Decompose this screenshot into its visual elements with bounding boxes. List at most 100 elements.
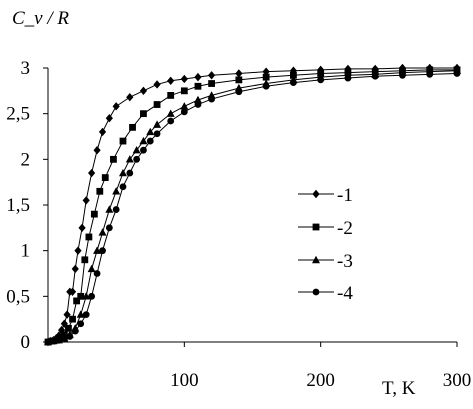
series-4-point — [105, 224, 113, 232]
series-4-point — [50, 337, 57, 345]
series-3-point — [93, 246, 102, 254]
series-2-point — [290, 71, 297, 79]
series-2-point — [69, 315, 76, 323]
series-4-point — [180, 108, 188, 116]
x-ticks: 100 200 300 — [170, 342, 471, 391]
series-1-point — [105, 114, 113, 123]
series-4-point — [262, 82, 270, 90]
series-3-point — [153, 120, 162, 128]
series-2-point — [129, 123, 136, 131]
y-tick-label: 0,5 — [6, 286, 30, 307]
series-1-point — [139, 86, 148, 96]
y-tick-label: 3 — [21, 58, 31, 79]
legend-marker-2 — [312, 223, 320, 231]
series-1-point — [93, 146, 101, 155]
series-2-point — [119, 137, 127, 145]
y-ticks: 0 0,5 1 1,5 2 2,5 3 — [6, 58, 48, 353]
series-4-point — [99, 247, 106, 255]
series-1-point — [180, 74, 188, 84]
series-layer — [44, 63, 461, 347]
series-4-point — [133, 155, 141, 163]
x-tick-label: 300 — [443, 370, 472, 391]
series-1-point — [194, 72, 202, 82]
series-1 — [44, 63, 461, 347]
series-1-point — [71, 264, 79, 274]
series-2-point — [65, 324, 72, 332]
series-4-point — [453, 70, 461, 77]
series-3-point — [98, 228, 107, 236]
y-tick-label: 0 — [21, 332, 31, 353]
series-1-point — [82, 196, 90, 205]
series-1-point — [208, 71, 216, 80]
series-3-point — [76, 310, 85, 318]
series-1-point — [153, 80, 161, 89]
series-1-point — [235, 69, 243, 78]
series-3-point — [193, 95, 202, 104]
series-4-point — [66, 333, 74, 340]
series-2-point — [153, 101, 161, 108]
series-2-point — [96, 187, 104, 195]
series-1-point — [74, 246, 82, 255]
series-4-point — [208, 95, 216, 103]
series-4-point — [82, 311, 90, 318]
series-3-point — [118, 168, 127, 177]
legend-label-2: -2 — [337, 218, 353, 239]
series-4-point — [194, 101, 202, 108]
series-2-point — [235, 76, 243, 84]
series-1-point — [88, 168, 96, 178]
legend: -1 -2 -3 -4 — [298, 185, 353, 304]
series-3-point — [166, 109, 175, 117]
series-2-point — [101, 174, 109, 181]
series-4-point — [44, 338, 52, 346]
series-4-point — [55, 336, 63, 344]
series-3-point — [82, 292, 91, 300]
series-1-point — [289, 66, 297, 75]
series-2-point — [90, 210, 98, 218]
y-tick-label: 1 — [21, 241, 31, 262]
series-4 — [44, 70, 461, 346]
series-2-point — [81, 256, 89, 264]
series-1-point — [167, 76, 175, 85]
series-4-point — [167, 117, 175, 125]
legend-label-4: -4 — [337, 283, 353, 304]
series-2-point — [110, 155, 117, 163]
x-tick-label: 200 — [306, 370, 335, 391]
series-4-point — [317, 76, 325, 84]
series-4-point — [344, 74, 352, 82]
x-axis-title: T, K — [382, 378, 416, 399]
series-2-point — [194, 82, 202, 90]
series-4-point — [93, 270, 101, 277]
series-3-point — [112, 187, 121, 195]
series-4-point — [235, 88, 243, 96]
series-2-point — [77, 292, 85, 300]
series-3-point — [146, 127, 155, 136]
axes — [47, 68, 457, 343]
series-2-point — [208, 80, 215, 87]
series-1-point — [98, 127, 107, 137]
x-tick-label: 100 — [170, 370, 199, 391]
y-tick-label: 2 — [21, 149, 31, 170]
legend-marker-1 — [312, 189, 320, 199]
legend-marker-3 — [312, 255, 320, 264]
series-4-point — [290, 79, 297, 87]
series-3-point — [180, 102, 189, 110]
y-axis-title: C_v / R — [12, 8, 69, 29]
series-4-point — [426, 70, 434, 78]
series-1-line — [47, 67, 457, 343]
series-1-point — [344, 64, 352, 74]
series-2-point — [180, 87, 188, 95]
series-3-point — [139, 136, 148, 145]
series-4-point — [71, 327, 79, 335]
series-1-point — [68, 287, 77, 296]
series-2-point — [167, 92, 175, 99]
legend-marker-4 — [312, 288, 320, 296]
series-1-point — [63, 310, 71, 319]
series-2 — [44, 66, 461, 346]
series-2-point — [85, 233, 93, 241]
series-1-point — [112, 102, 120, 111]
series-4-point — [112, 206, 120, 213]
series-1-point — [126, 93, 134, 102]
series-4-point — [88, 292, 96, 300]
